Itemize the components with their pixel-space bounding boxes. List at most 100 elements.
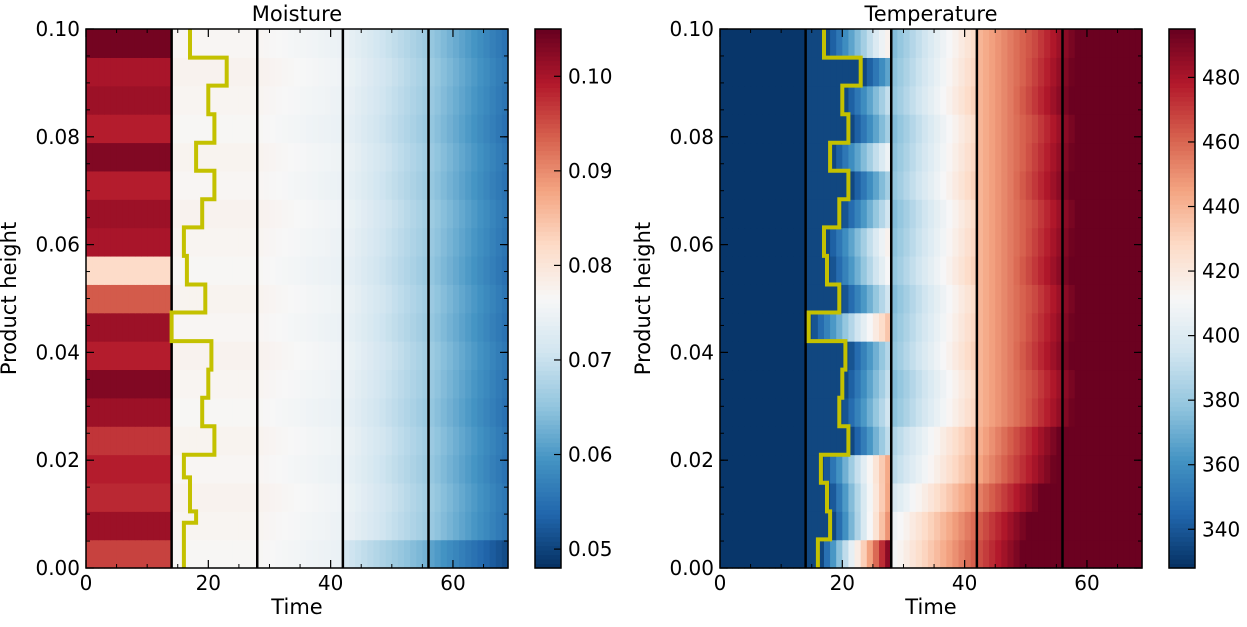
heatmap-cell: [1062, 142, 1070, 172]
heatmap-cell: [287, 227, 295, 257]
heatmap-cell: [483, 142, 491, 172]
heatmap-cell: [238, 284, 246, 314]
heatmap-cell: [989, 397, 996, 427]
heatmap-cell: [964, 255, 972, 285]
heatmap-cell: [226, 114, 234, 144]
heatmap-cell: [110, 85, 118, 115]
heatmap-cell: [214, 170, 222, 200]
heatmap-cell: [897, 397, 905, 427]
heatmap-cell: [355, 397, 362, 427]
heatmap-cell: [489, 227, 497, 257]
heatmap-cell: [891, 369, 898, 399]
heatmap-cell: [361, 539, 368, 569]
heatmap-cell: [1099, 482, 1106, 512]
colorbar-segment: [535, 168, 561, 174]
heatmap-cell: [281, 170, 289, 200]
heatmap-cell: [245, 142, 252, 172]
heatmap-cell: [1111, 426, 1119, 456]
heatmap-cell: [891, 539, 898, 569]
heatmap-cell: [183, 142, 191, 172]
drying-front-line: [806, 29, 863, 568]
heatmap-cell: [799, 312, 807, 342]
heatmap-cell: [318, 397, 326, 427]
heatmap-cell: [866, 369, 874, 399]
colorbar-segment: [1169, 271, 1195, 277]
heatmap-cell: [367, 369, 375, 399]
heatmap-cell: [183, 57, 191, 87]
heatmap-cell: [373, 369, 381, 399]
heatmap-cell: [189, 426, 197, 456]
heatmap-cell: [306, 539, 313, 569]
heatmap-cell: [1025, 341, 1033, 371]
heatmap-cell: [793, 114, 801, 144]
heatmap-cell: [379, 29, 387, 58]
heatmap-cell: [1105, 482, 1113, 512]
heatmap-cell: [263, 341, 271, 371]
heatmap-cell: [245, 57, 252, 87]
heatmap-cell: [891, 511, 898, 541]
heatmap-cell: [465, 511, 472, 541]
heatmap-cell: [238, 85, 246, 115]
heatmap-cell: [416, 369, 423, 399]
heatmap-cell: [952, 426, 960, 456]
heatmap-cell: [147, 369, 154, 399]
heatmap-cell: [336, 114, 344, 144]
heatmap-cell: [300, 170, 307, 200]
heatmap-cell: [866, 170, 874, 200]
heatmap-cell: [214, 142, 222, 172]
heatmap-cell: [1074, 29, 1082, 58]
heatmap-cell: [147, 539, 154, 569]
heatmap-cell: [348, 142, 356, 172]
colorbar-segment: [535, 334, 561, 340]
heatmap-cell: [738, 199, 746, 229]
heatmap-cell: [1099, 369, 1106, 399]
heatmap-cell: [976, 199, 984, 229]
heatmap-cell: [336, 85, 344, 115]
heatmap-cell: [756, 114, 764, 144]
heatmap-cell: [477, 397, 485, 427]
heatmap-cell: [811, 397, 819, 427]
x-tick-label: 60: [440, 571, 465, 595]
heatmap-cell: [775, 397, 782, 427]
heatmap-cell: [446, 454, 454, 484]
heatmap-cell: [830, 199, 837, 229]
heatmap-cell: [1068, 29, 1076, 58]
heatmap-cell: [848, 426, 856, 456]
heatmap-cell: [379, 170, 387, 200]
heatmap-cell: [397, 539, 405, 569]
heatmap-cell: [750, 511, 758, 541]
heatmap-cell: [348, 454, 356, 484]
heatmap-cell: [1117, 539, 1125, 569]
heatmap-cell: [1050, 142, 1057, 172]
heatmap-cell: [452, 511, 460, 541]
heatmap-cell: [489, 199, 497, 229]
heatmap-cell: [1080, 426, 1088, 456]
heatmap-cell: [342, 29, 350, 58]
heatmap-cell: [361, 284, 368, 314]
heatmap-cell: [110, 312, 118, 342]
colorbar-tick-label: 0.10: [568, 64, 613, 88]
heatmap-cell: [799, 114, 807, 144]
heatmap-cell: [300, 227, 307, 257]
heatmap-cell: [440, 341, 448, 371]
heatmap-cell: [989, 85, 996, 115]
heatmap-cell: [495, 29, 503, 58]
heatmap-cell: [1025, 85, 1033, 115]
heatmap-cell: [720, 511, 727, 541]
heatmap-cell: [970, 312, 978, 342]
drying-front-line: [169, 29, 229, 568]
heatmap-cell: [361, 397, 368, 427]
heatmap-cell: [300, 312, 307, 342]
heatmap-cell: [245, 227, 252, 257]
heatmap-cell: [921, 284, 929, 314]
heatmap-cell: [483, 482, 491, 512]
heatmap-cell: [762, 482, 770, 512]
heatmap-cell: [141, 397, 148, 427]
colorbar-segment: [1169, 410, 1195, 416]
heatmap-cell: [293, 426, 301, 456]
heatmap-cell: [422, 511, 430, 541]
heatmap-cell: [940, 312, 947, 342]
heatmap-cell: [171, 341, 179, 371]
heatmap-cell: [379, 511, 387, 541]
heatmap-cell: [153, 284, 160, 314]
